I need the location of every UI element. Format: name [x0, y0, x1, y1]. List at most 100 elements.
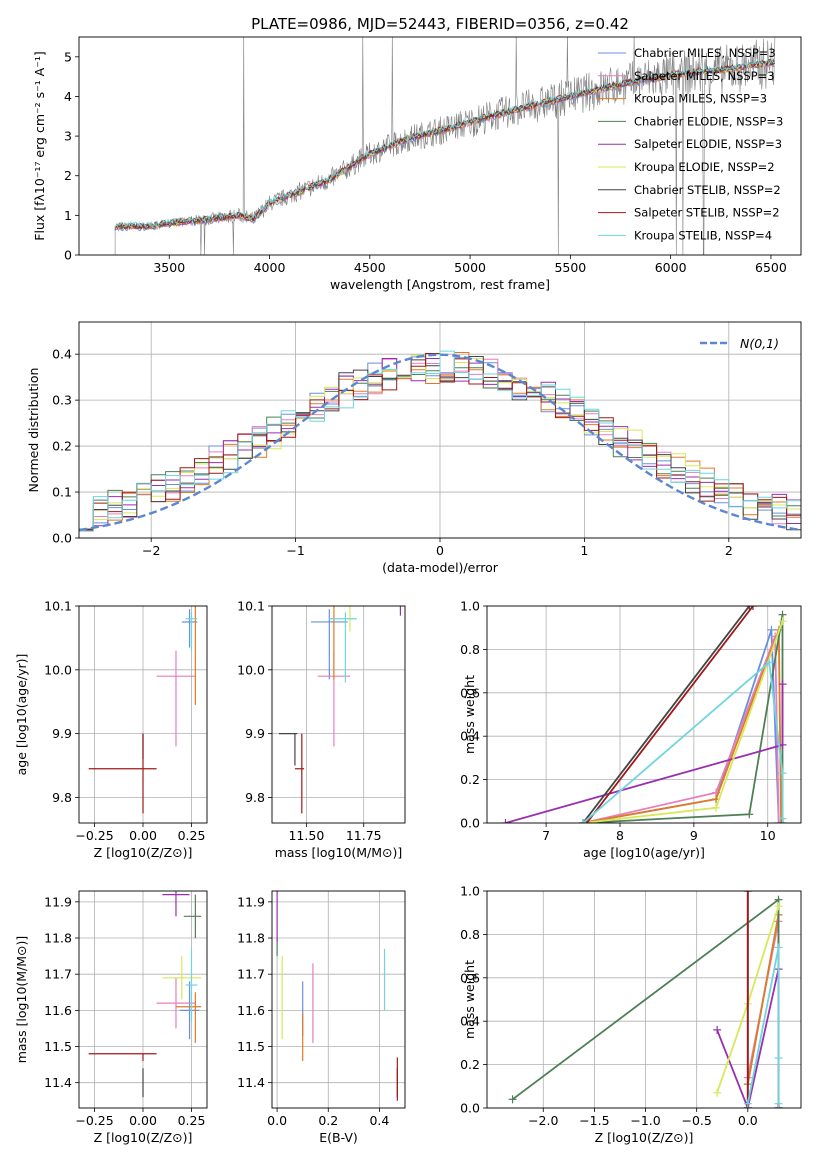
series-marker-salpeter_stelib	[748, 606, 757, 610]
y-tick-label: 9.9	[245, 726, 265, 741]
y-tick-label: 11.6	[237, 1003, 265, 1018]
y-tick-label: 0.1	[52, 485, 72, 500]
plot-area	[501, 606, 787, 823]
axes-frame	[486, 890, 802, 1109]
y-tick-label: 0.2	[460, 772, 480, 787]
y-tick-label: 0.8	[460, 642, 480, 657]
x-tick-label: −1.0	[630, 1113, 660, 1128]
errorbar-kroupa_elodie	[162, 555, 201, 593]
y-tick-label: 1.0	[460, 599, 480, 614]
x-tick-label: −2	[142, 543, 160, 558]
series-marker-chabrier_elodie	[745, 810, 754, 819]
y-tick-label: 11.9	[44, 894, 72, 909]
axes-frame	[78, 890, 208, 1109]
y-axis-label: mass weight	[462, 960, 477, 1039]
errorbar-salpeter_stelib	[88, 1053, 157, 1061]
gaussian-legend-label: N(0,1)	[740, 336, 779, 351]
series-line-kroupa_stelib	[746, 947, 780, 1104]
x-tick-label: 6000	[655, 260, 687, 275]
series-line-salpeter_elodie	[505, 684, 784, 823]
x-tick-label: 0.0	[267, 1113, 287, 1128]
series-marker-salpeter_elodie	[501, 819, 510, 823]
x-axis-label: Z [log10(Z/Z⊙)]	[94, 1130, 193, 1145]
series-marker-salpeter_stelib	[743, 891, 752, 895]
x-tick-label: −1	[286, 543, 304, 558]
x-tick-label: 0.4	[369, 1113, 389, 1128]
legend-label-kroupa_miles: Kroupa MILES, NSSP=3	[634, 92, 767, 106]
residuals-panel: −2 −1 0 1 2 0.0 0.1 0.2 0.3 0.4 (data-model)/error…	[26, 321, 802, 575]
x-axis-label: Z [log10(Z/Z⊙)]	[595, 1130, 694, 1145]
y-axis-label: Flux [fλ10⁻¹⁷ erg cm⁻² s⁻¹ A⁻¹]	[32, 51, 47, 240]
model-spectrum-line-kroupa_stelib	[114, 58, 775, 229]
series-line-salpeter_stelib	[585, 606, 754, 823]
errorbar-chabrier_miles	[181, 609, 198, 648]
axes-frame	[271, 890, 406, 1109]
errorbar-chabrier_miles	[310, 609, 348, 680]
x-tick-label: 0.25	[178, 1113, 206, 1128]
errorbar-chabrier_miles	[179, 981, 200, 1040]
y-tick-label: 10.1	[237, 599, 265, 614]
x-tick-label: 5500	[554, 260, 586, 275]
y-tick-label: 11.8	[44, 931, 72, 946]
x-tick-label: 0.25	[178, 828, 206, 843]
age-vs-metallicity-panel: −0.25 0.00 0.25 9.8 9.9 10.0 10.1 Z [log10(Z/Z⊙…	[14, 526, 208, 860]
errorbar-salpeter_elodie	[399, 606, 402, 616]
series-marker-kroupa_elodie	[774, 902, 783, 911]
x-axis-label: (data-model)/error	[382, 560, 499, 575]
x-tick-label: 3500	[153, 260, 185, 275]
y-tick-label: 1	[64, 208, 72, 223]
y-tick-label: 0.4	[460, 1014, 480, 1029]
y-tick-label: 11.4	[237, 1075, 265, 1090]
legend-label-chabrier_elodie: Chabrier ELODIE, NSSP=3	[634, 114, 783, 128]
x-axis-label: mass [log10(M/M⊙)]	[275, 845, 403, 860]
errorbar-kroupa_stelib	[329, 612, 357, 683]
x-tick-label: −0.25	[75, 1113, 113, 1128]
y-tick-label: 0.0	[52, 531, 72, 546]
x-tick-label: 5000	[454, 260, 486, 275]
x-tick-label: −0.5	[681, 1113, 711, 1128]
y-tick-label: 0.6	[460, 685, 480, 700]
series-line-chabrier_elodie	[582, 614, 784, 823]
x-axis-label: wavelength [Angstrom, rest frame]	[330, 277, 550, 292]
errorbar-kroupa_stelib	[185, 612, 198, 651]
series-marker-kroupa_stelib	[778, 769, 787, 778]
series-line-chabrier_stelib	[582, 606, 751, 823]
axes-frame	[78, 605, 208, 824]
y-tick-label: 10.1	[44, 599, 72, 614]
series-marker-salpeter_elodie	[713, 1025, 722, 1034]
y-axis-label: mass weight	[462, 675, 477, 754]
series-marker-kroupa_stelib	[778, 814, 787, 823]
y-tick-label: 0.6	[460, 970, 480, 985]
x-tick-label: 1	[580, 543, 588, 558]
errorbar-salpeter_miles	[156, 977, 196, 1029]
legend-label-kroupa_stelib: Kroupa STELIB, NSSP=4	[634, 228, 772, 242]
legend-label-chabrier_miles: Chabrier MILES, NSSP=3	[634, 46, 776, 60]
x-tick-label: 10	[760, 828, 776, 843]
x-tick-label: −2.0	[528, 1113, 558, 1128]
plot-area	[508, 891, 783, 1108]
errorbar-salpeter_stelib	[294, 733, 305, 814]
errorbar-salpeter_elodie	[170, 526, 193, 590]
spectrum-panel: 3500 4000 4500 5000 5500 6000 6500 0 1 2 3 4 5 wavele…	[32, 36, 802, 292]
y-tick-label: 11.4	[44, 1075, 72, 1090]
age-vs-mass-panel: 11.50 11.75 9.8 9.9 10.0 10.1 mass [log10(M/M⊙…	[237, 599, 406, 860]
x-tick-label: 0.0	[738, 1113, 758, 1128]
plot-area	[88, 891, 202, 1098]
x-tick-label: −0.25	[75, 828, 113, 843]
series-marker-chabrier_stelib	[745, 606, 754, 610]
x-axis-label: Z [log10(Z/Z⊙)]	[94, 845, 193, 860]
y-tick-label: 0.2	[460, 1057, 480, 1072]
x-tick-label: 11.50	[288, 828, 324, 843]
y-tick-label: 0.2	[52, 439, 72, 454]
series-marker-kroupa_stelib	[743, 1099, 752, 1108]
x-tick-label: 9	[690, 828, 698, 843]
plot-area	[114, 37, 776, 255]
errorbar-kroupa_elodie	[349, 606, 351, 632]
x-axis-label: age [log10(age/yr)]	[583, 845, 705, 860]
figure-title: PLATE=0986, MJD=52443, FIBERID=0356, z=0…	[251, 15, 629, 33]
y-tick-label: 0	[64, 248, 72, 263]
x-tick-label: 0.00	[129, 1113, 157, 1128]
y-tick-label: 0.0	[460, 816, 480, 831]
x-tick-label: 4000	[254, 260, 286, 275]
series-marker-kroupa_stelib	[774, 1054, 783, 1063]
